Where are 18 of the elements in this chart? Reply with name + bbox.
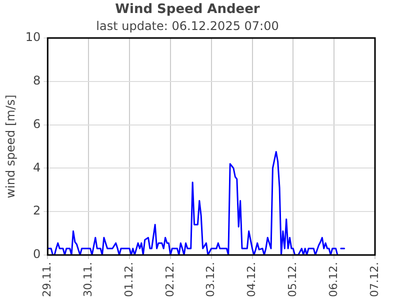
- y-tick-label: 10: [25, 30, 41, 44]
- y-axis-title: wind speed [m/s]: [3, 94, 18, 198]
- y-tick-label: 0: [33, 247, 41, 262]
- x-tick-label: 01.12.: [122, 262, 136, 298]
- y-tick-label: 8: [33, 74, 41, 88]
- chart-subtitle: last update: 06.12.2025 07:00: [96, 18, 279, 33]
- x-tick-label: 03.12.: [204, 262, 218, 298]
- chart-title: Wind Speed Andeer: [115, 2, 260, 18]
- x-tick-label: 04.12.: [245, 262, 258, 298]
- x-tick-label: 29.11.: [40, 262, 54, 298]
- x-tick-label: 02.12.: [163, 262, 176, 298]
- y-tick-label: 4: [33, 160, 41, 174]
- y-tick-label: 2: [33, 204, 41, 218]
- x-tick-label: 05.12.: [286, 262, 300, 298]
- x-tick-label: 06.12.: [326, 262, 340, 298]
- x-tick-label: 30.11.: [81, 262, 94, 298]
- x-tick-label: 07.12.: [368, 262, 381, 298]
- y-tick-label: 6: [33, 116, 41, 131]
